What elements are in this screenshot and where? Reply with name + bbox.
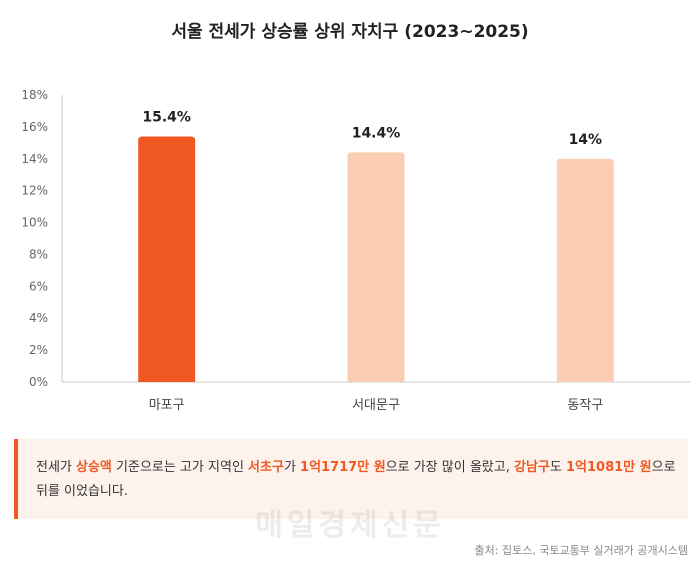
bar-value-label: 14% (569, 132, 603, 148)
note-segment: 도 (549, 460, 566, 475)
y-tick-label: 14% (21, 152, 48, 166)
note-highlight: 강남구 (513, 460, 550, 475)
bar-value-label: 15.4% (142, 109, 191, 125)
x-category-label: 동작구 (567, 398, 603, 413)
note-highlight: 서초구 (248, 460, 284, 475)
bar-chart: 0% 2% 4% 6% 8% 10% 12% 14% 16% 18% 15.4% 마포구 14.4% 서대… (21, 88, 690, 413)
y-tick-label: 0% (29, 375, 48, 389)
y-tick-label: 8% (29, 247, 48, 261)
y-tick-label: 12% (21, 184, 48, 198)
watermark: 매일경제신문 (255, 508, 445, 543)
y-tick-label: 18% (21, 88, 48, 102)
y-tick-label: 16% (21, 120, 48, 134)
bar-2 (347, 152, 405, 382)
y-tick-label: 2% (29, 343, 48, 357)
y-tick-label: 6% (29, 279, 48, 293)
y-tick-label: 4% (29, 311, 48, 325)
bar-3 (556, 158, 614, 382)
note-segment: 으로 뒤를 이었습니다. (36, 460, 676, 499)
x-category-label: 서대문구 (352, 398, 400, 413)
note-segment: 가 (283, 460, 301, 475)
note-text: 전세가 상승액 기준으로는 고가 지역인 서초구가 1억1717만 원으로 가장… (36, 456, 686, 504)
chart-title: 서울 전세가 상승률 상위 자치구 (2023~2025) (171, 22, 529, 42)
source-text: 출처: 집토스, 국토교통부 실거래가 공개시스템 (474, 544, 688, 557)
note-highlight: 1억1081만 원 (565, 460, 652, 475)
bar-value-label: 14.4% (352, 125, 401, 141)
note-highlight: 1억1717만 원 (300, 460, 386, 475)
note-box: 전세가 상승액 기준으로는 고가 지역인 서초구가 1억1717만 원으로 가장… (14, 439, 688, 519)
note-highlight: 상승액 (76, 460, 112, 475)
note-segment: 으로 가장 많이 올랐고, (385, 460, 514, 475)
y-tick-label: 10% (21, 216, 48, 230)
note-segment: 기준으로는 고가 지역인 (111, 460, 249, 475)
note-segment: 전세가 (36, 460, 77, 475)
bar-1 (138, 136, 196, 382)
x-category-label: 마포구 (149, 398, 185, 413)
